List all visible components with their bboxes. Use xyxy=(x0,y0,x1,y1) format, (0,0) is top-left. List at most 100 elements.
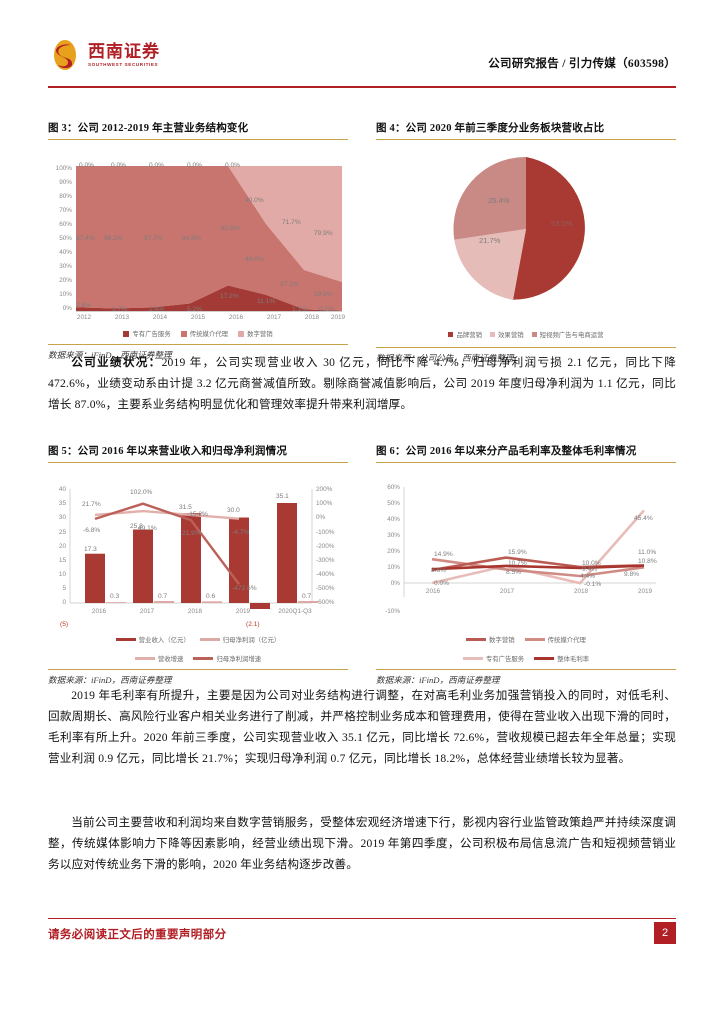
fig5-label-npgrowth-2019: -472.6% xyxy=(232,585,257,592)
fig6-legend-swatch-3 xyxy=(534,657,555,660)
fig3-ytick-90: 90% xyxy=(59,179,72,186)
fig6-label-prop-2016: 0.0% xyxy=(434,580,450,587)
fig3-ytick-50: 50% xyxy=(59,235,72,242)
fig3-ytick-20: 20% xyxy=(59,277,72,284)
company-logo: 西南证券 SOUTHWEST SECURITIES xyxy=(48,38,160,72)
paragraph-performance-lead: 公司业绩状况： xyxy=(71,356,162,369)
fig6-legend-item-3: 整体毛利率 xyxy=(534,654,589,663)
fig3-legend-item-2: 数字营销 xyxy=(238,329,273,338)
fig5-y2tick-m300: -300% xyxy=(316,557,335,564)
fig5-y2tick-0: 0% xyxy=(316,514,326,521)
fig5-label-revgrowth-2016: 21.7% xyxy=(82,501,101,508)
fig3-ytick-60: 60% xyxy=(59,221,72,228)
figure-5-title-rule xyxy=(48,462,348,463)
fig5-legend-label-0: 营业收入（亿元） xyxy=(138,637,190,644)
fig3-xtick-2014: 2014 xyxy=(152,314,168,321)
fig4-legend-item-0: 品牌营销 xyxy=(448,330,482,339)
figure-4-title-rule xyxy=(376,139,676,140)
fig3-label-prop-2013: 1.7% xyxy=(112,306,128,313)
fig3-label-prop-2014: 2.4% xyxy=(149,306,165,313)
fig3-label-prop-2016: 17.2% xyxy=(220,293,239,300)
page-header: 西南证券 SOUTHWEST SECURITIES 公司研究报告 / 引力传媒（… xyxy=(48,38,676,88)
fig6-legend-item-0: 数字营销 xyxy=(466,635,515,644)
figure-5-legend: 营业收入（亿元） 归母净利润（亿元） 营收增速 归母净利润增速 xyxy=(48,635,348,663)
fig6-ytick-10: 10% xyxy=(387,564,400,571)
fig6-xtick-2017: 2017 xyxy=(499,588,515,595)
fig5-legend-row-2: 营收增速 归母净利润增速 xyxy=(48,654,348,663)
fig6-label-trad-2016: 14.9% xyxy=(434,551,453,558)
fig3-label-trad-2013: 98.3% xyxy=(104,235,123,242)
fig4-legend-item-2: 短视频广告与电商运营 xyxy=(531,330,604,339)
fig5-xtick-2017: 2017 xyxy=(139,608,155,615)
fig3-label-digital-2017: 40.0% xyxy=(245,197,264,204)
logo-text-en: SOUTHWEST SECURITIES xyxy=(88,61,159,67)
fig5-ytick-0: 0 xyxy=(62,599,66,606)
fig6-xtick-2018: 2018 xyxy=(573,588,589,595)
fig5-y2tick-m400: -400% xyxy=(316,571,335,578)
fig5-ytick-40: 40 xyxy=(58,486,66,493)
figure-5-title: 图 5：公司 2016 年以来营业收入和归母净利润情况 xyxy=(48,446,288,457)
fig6-ytick-20: 20% xyxy=(387,548,400,555)
paragraph-margin: 2019 年毛利率有所提升，主要是因为公司对业务结构进行调整，在对高毛利业务加强… xyxy=(48,689,676,765)
fig3-label-digital-2015: 0.0% xyxy=(187,162,203,169)
fig5-legend-label-2: 营收增速 xyxy=(157,656,184,663)
logo-text-cn: 西南证券 xyxy=(88,41,160,61)
fig5-annotation-neg21: (2.1) xyxy=(246,621,260,628)
fig3-label-digital-2014: 0.0% xyxy=(149,162,165,169)
fig3-xtick-2012: 2012 xyxy=(76,314,92,321)
fig5-ytick-30: 30 xyxy=(58,514,66,521)
fig6-legend-label-1: 传统媒介代理 xyxy=(547,637,586,644)
fig3-label-trad-2014: 97.7% xyxy=(144,235,163,242)
fig5-ytick-35: 35 xyxy=(58,500,66,507)
fig3-label-trad-2017: 49.0% xyxy=(245,256,264,263)
fig6-label-overall-2016: 8.6% xyxy=(431,567,447,574)
fig5-ytick-10: 10 xyxy=(58,571,66,578)
figure-3-title: 图 3：公司 2012-2019 年主营业务结构变化 xyxy=(48,123,249,134)
fig5-label-rev-2016: 17.3 xyxy=(84,546,97,553)
fig5-xtick-2018: 2018 xyxy=(187,608,203,615)
fig5-legend-item-3: 归母净利润增速 xyxy=(193,654,261,663)
header-report-title: 公司研究报告 / 引力传媒（603598） xyxy=(488,58,676,70)
fig3-label-prop-2015: 5.2% xyxy=(187,306,203,313)
fig3-label-prop-2019: 0.2% xyxy=(319,306,335,313)
fig3-label-prop-2012: 2.6% xyxy=(76,302,92,309)
fig5-legend-swatch-2 xyxy=(134,657,155,660)
figure-4-title: 图 4：公司 2020 年前三季度分业务板块营收占比 xyxy=(376,123,605,134)
figure-3-source: 数据来源：iFinD，西南证券整理 xyxy=(48,350,172,360)
fig4-legend-label-1: 效果营销 xyxy=(498,332,524,339)
fig6-legend-row-2: 专有广告服务 整体毛利率 xyxy=(376,654,676,663)
fig5-label-np-2017: 0.7 xyxy=(158,593,168,600)
fig6-label-trad-2017: 8.5% xyxy=(506,569,522,576)
figure-3: 图 3：公司 2012-2019 年主营业务结构变化 100% 90% 80% … xyxy=(48,120,348,361)
fig6-legend-label-0: 数字营销 xyxy=(489,637,515,644)
fig5-y2tick-m200: -200% xyxy=(316,543,335,550)
fig5-label-np-2020: 0.7 xyxy=(302,593,312,600)
fig3-label-trad-2012: 97.4% xyxy=(76,235,95,242)
fig3-ytick-30: 30% xyxy=(59,263,72,270)
fig3-legend-swatch-2 xyxy=(238,330,245,337)
fig5-legend-label-3: 归母净利润增速 xyxy=(216,656,262,663)
fig3-legend-item-0: 专有广告服务 xyxy=(123,329,171,338)
fig4-legend-label-2: 短视频广告与电商运营 xyxy=(539,332,604,339)
fig3-legend-swatch-0 xyxy=(123,330,130,337)
figure-4-plot: 53.0% 21.7% 25.4% xyxy=(376,140,676,326)
fig3-label-digital-2019: 79.9% xyxy=(314,230,333,237)
figure-5-source: 数据来源：iFinD，西南证券整理 xyxy=(48,675,172,685)
fig6-xtick-2019: 2019 xyxy=(637,588,653,595)
fig5-label-np-2018: 0.6 xyxy=(206,593,216,600)
fig4-legend-swatch-1 xyxy=(490,332,496,337)
fig3-x-axis xyxy=(76,311,342,312)
fig3-xtick-2015: 2015 xyxy=(190,314,206,321)
fig5-ytick-25: 25 xyxy=(58,529,66,536)
fig6-label-overall-2017: 10.7% xyxy=(508,560,527,567)
fig5-label-rev-2018: 31.5 xyxy=(179,504,192,511)
fig5-ytick-15: 15 xyxy=(58,557,66,564)
fig3-ytick-80: 80% xyxy=(59,193,72,200)
figure-6-plot: 60% 50% 40% 30% 20% 10% 0% -10% xyxy=(376,463,676,635)
fig5-label-revgrowth-2017: 49.1% xyxy=(138,525,157,532)
fig3-label-trad-2015: 94.8% xyxy=(182,235,201,242)
fig6-ytick-0: 0% xyxy=(390,580,400,587)
fig6-label-overall-2019: 10.8% xyxy=(638,558,657,565)
header-divider xyxy=(48,86,676,88)
fig3-ytick-70: 70% xyxy=(59,207,72,214)
